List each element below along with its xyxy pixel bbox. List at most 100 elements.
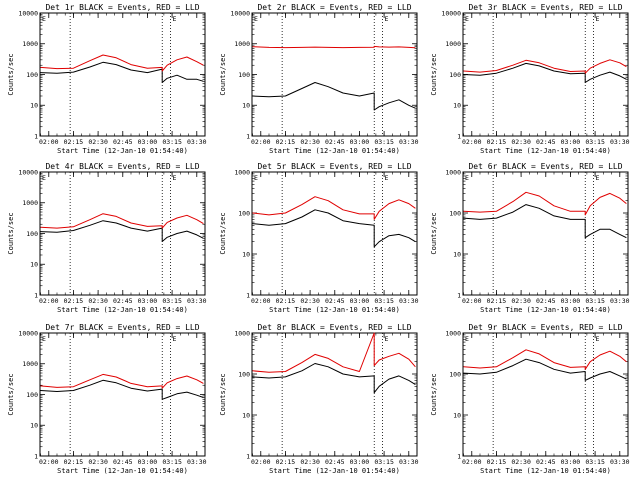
chart-panel-6: Det 6r BLACK = Events, RED = LLD 1 10 100 10… [430,162,630,314]
y-tick-label: 10 [453,102,461,110]
y-tick-label: 1 [457,452,461,460]
x-tick-label: 02:30 [300,138,320,146]
event-marker-label: E [42,335,46,343]
series-line-lld [463,59,627,74]
series-line-events [40,61,204,83]
series-line-lld [40,373,204,389]
event-marker-label: E [595,15,599,23]
series-line-events [252,82,416,111]
x-tick-label: 02:15 [487,297,507,305]
x-tick-label: 02:45 [113,458,133,466]
x-tick-label: 02:00 [251,297,271,305]
y-tick-label: 10000 [230,9,250,17]
x-tick-label: 02:45 [325,138,345,146]
x-tick-label: 03:15 [585,458,605,466]
y-tick-label: 1000 [22,360,38,368]
x-tick-label: 03:15 [162,297,182,305]
x-tick-label: 03:15 [374,458,394,466]
plot-frame [39,12,206,137]
event-marker-label: E [384,174,388,182]
panel-title: Det 7r BLACK = Events, RED = LLD [45,323,199,332]
x-tick-label: 02:15 [64,458,84,466]
y-axis-label: Counts/sec [219,212,227,254]
series-line-lld [463,191,627,216]
series-line-events [463,62,627,83]
panel-title: Det 2r BLACK = Events, RED = LLD [257,3,411,12]
series-line-events [252,363,416,394]
y-tick-label: 10000 [18,168,38,176]
x-tick-label: 03:30 [187,458,207,466]
x-axis-label: Start Time (12-Jan-10 01:54:40) [269,467,400,475]
event-marker-label: E [384,335,388,343]
chart-panel-9: Det 9r BLACK = Events, RED = LLD 1 10 100 10… [430,323,630,475]
x-tick-label: 03:30 [399,297,419,305]
x-tick-label: 02:30 [511,458,531,466]
y-tick-label: 1 [246,132,250,140]
y-tick-label: 10000 [441,9,461,17]
y-tick-label: 10000 [18,329,38,337]
x-tick-label: 03:00 [350,458,370,466]
x-tick-label: 03:30 [399,138,419,146]
panel-title: Det 8r BLACK = Events, RED = LLD [257,323,411,332]
y-axis-label: Counts/sec [7,373,15,415]
y-tick-label: 10000 [18,9,38,17]
series-line-lld [40,213,204,229]
x-tick-label: 03:15 [585,297,605,305]
x-axis-label: Start Time (12-Jan-10 01:54:40) [269,147,400,155]
y-tick-label: 100 [26,71,38,79]
series-line-lld [463,349,627,370]
x-tick-label: 02:30 [300,297,320,305]
event-marker-label: E [42,15,46,23]
x-tick-label: 02:00 [251,458,271,466]
series-line-events [40,379,204,400]
x-tick-label: 03:00 [350,138,370,146]
y-tick-label: 1 [246,452,250,460]
y-axis-label: Counts/sec [7,212,15,254]
chart-panel-1: Det 1r BLACK = Events, RED = LLD 1 10 100 10… [7,3,207,155]
x-tick-label: 02:00 [251,138,271,146]
y-tick-label: 1 [246,291,250,299]
x-tick-label: 02:30 [88,297,108,305]
chart-panel-7: Det 7r BLACK = Events, RED = LLD 1 10 100 10… [7,323,207,475]
x-tick-label: 02:15 [276,138,296,146]
x-tick-label: 03:00 [138,138,158,146]
y-tick-label: 10 [242,411,250,419]
event-marker-label: E [465,174,469,182]
chart-panel-3: Det 3r BLACK = Events, RED = LLD 1 10 100 10… [430,3,630,155]
x-axis-label: Start Time (12-Jan-10 01:54:40) [480,467,611,475]
plot-frame [462,171,629,296]
x-tick-label: 03:00 [561,458,581,466]
x-tick-label: 03:15 [374,297,394,305]
y-axis-label: Counts/sec [430,212,438,254]
x-tick-label: 02:15 [487,458,507,466]
y-tick-label: 1000 [445,329,461,337]
x-tick-label: 02:45 [325,458,345,466]
x-tick-label: 03:00 [138,297,158,305]
event-marker-label: E [172,15,176,23]
y-tick-label: 10 [453,250,461,258]
chart-panel-8: Det 8r BLACK = Events, RED = LLD 1 10 100 10… [219,323,419,475]
y-tick-label: 10 [242,102,250,110]
event-marker-label: E [384,15,388,23]
y-tick-label: 1 [34,132,38,140]
y-tick-label: 10 [30,102,38,110]
x-tick-label: 02:00 [39,458,59,466]
x-axis-label: Start Time (12-Jan-10 01:54:40) [480,306,611,314]
x-tick-label: 02:45 [536,138,556,146]
plot-frame [39,332,206,457]
x-tick-label: 03:00 [561,297,581,305]
series-line-events [463,358,627,381]
x-axis-label: Start Time (12-Jan-10 01:54:40) [269,306,400,314]
x-tick-label: 02:15 [276,297,296,305]
y-tick-label: 1000 [22,199,38,207]
x-axis-label: Start Time (12-Jan-10 01:54:40) [57,147,188,155]
y-tick-label: 100 [238,370,250,378]
x-tick-label: 03:00 [350,297,370,305]
panel-title: Det 1r BLACK = Events, RED = LLD [45,3,199,12]
series-line-lld [252,45,416,49]
chart-panel-4: Det 4r BLACK = Events, RED = LLD 1 10 100 10… [7,162,207,314]
y-tick-label: 10 [242,250,250,258]
y-tick-label: 1000 [445,168,461,176]
x-tick-label: 03:30 [610,297,630,305]
